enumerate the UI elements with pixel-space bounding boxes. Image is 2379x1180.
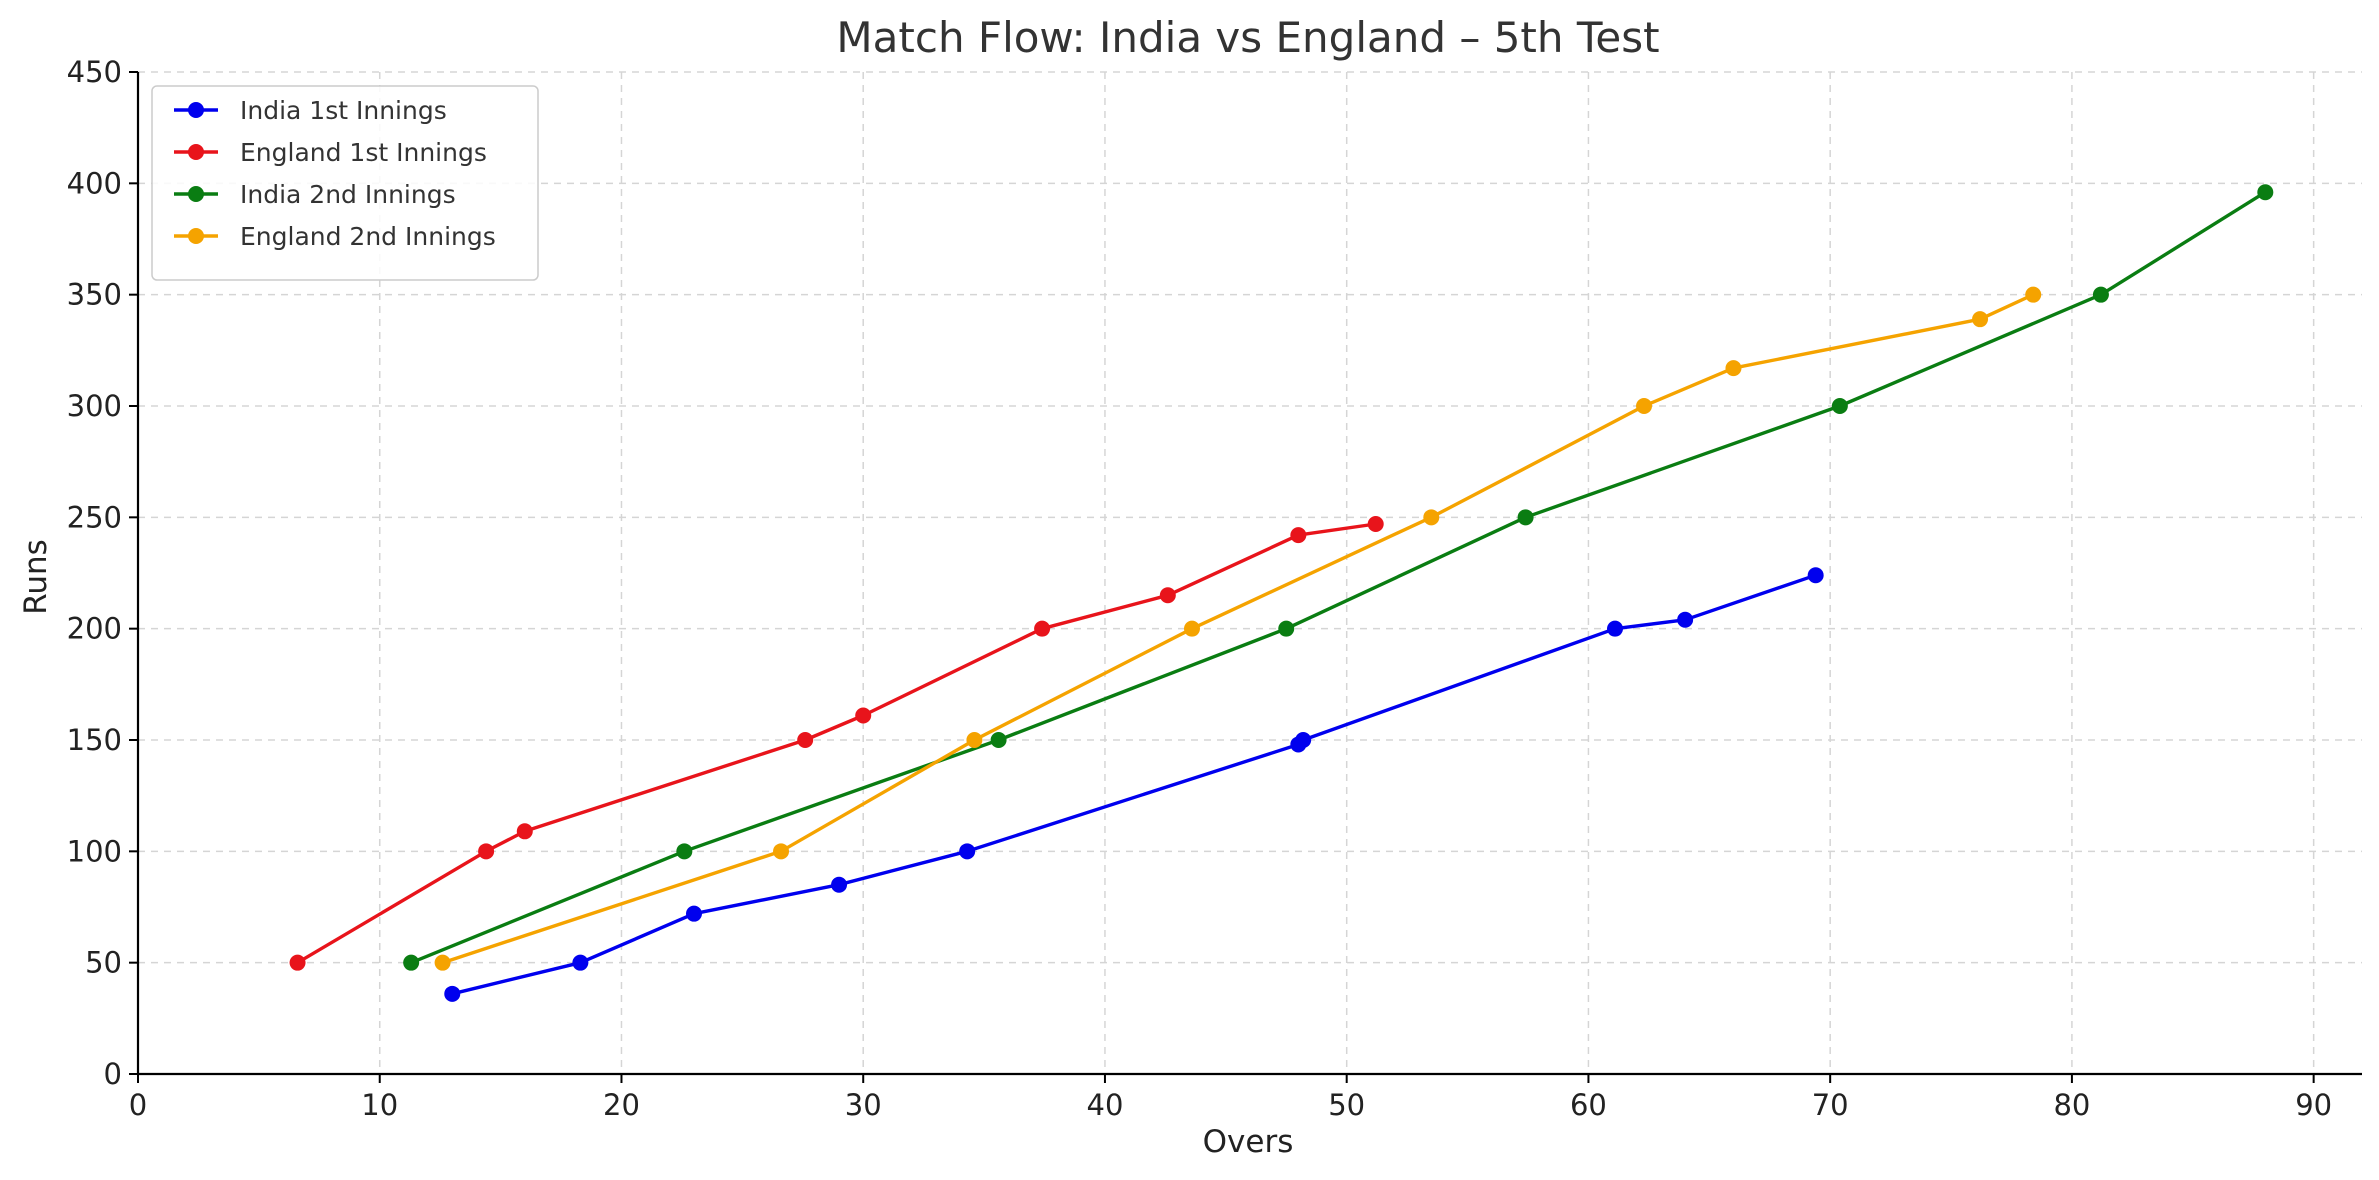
y-tick-label: 450 <box>67 55 122 89</box>
legend-marker <box>188 186 204 202</box>
legend-item: England 1st Innings <box>174 138 487 167</box>
x-tick-label: 70 <box>1812 1088 1849 1122</box>
y-tick-label: 400 <box>67 166 122 200</box>
legend-marker <box>188 228 204 244</box>
data-point <box>1831 398 1848 414</box>
x-tick-label: 10 <box>361 1088 398 1122</box>
data-point <box>1677 611 1694 628</box>
data-point <box>1159 587 1176 604</box>
data-point <box>1290 527 1307 544</box>
legend-item: India 1st Innings <box>174 96 447 125</box>
data-point <box>2257 184 2274 201</box>
data-point <box>1725 360 1742 377</box>
data-point <box>1607 620 1624 637</box>
data-point <box>572 954 589 971</box>
legend-item: England 2nd Innings <box>174 222 496 251</box>
x-tick-label: 20 <box>603 1088 640 1122</box>
grid <box>138 71 2362 1074</box>
data-point <box>831 876 848 893</box>
series-line <box>410 190 2267 965</box>
legend-marker <box>188 144 204 160</box>
y-tick-label: 150 <box>67 723 122 757</box>
axes <box>136 72 2362 1076</box>
x-tick-label: 50 <box>1328 1088 1365 1122</box>
data-point <box>1807 567 1824 584</box>
legend: India 1st Innings England 1st Innings Indi… <box>151 85 539 281</box>
series-2 <box>289 516 1384 971</box>
legend-item: India 2nd Innings <box>174 180 456 209</box>
data-point <box>1034 620 1051 637</box>
series-3 <box>403 184 2274 971</box>
data-point <box>1636 398 1653 414</box>
y-tick-label: 300 <box>67 389 122 423</box>
y-tick-label: 50 <box>85 946 122 980</box>
data-point <box>1367 516 1384 533</box>
data-point <box>1183 620 1200 637</box>
data-point <box>478 843 495 860</box>
data-point <box>1517 509 1534 526</box>
legend-marker <box>188 102 204 118</box>
data-point <box>289 954 306 971</box>
data-point <box>686 905 702 922</box>
y-tick-label: 200 <box>67 612 122 646</box>
data-point <box>516 823 533 840</box>
x-tick-label: 80 <box>2053 1088 2090 1122</box>
legend-label: India 2nd Innings <box>240 180 456 209</box>
data-point <box>2092 286 2109 303</box>
series-layer <box>289 184 2274 1002</box>
legend-label: India 1st Innings <box>240 96 447 125</box>
data-point <box>403 954 420 971</box>
y-tick-label: 250 <box>67 500 122 534</box>
legend-box <box>151 85 539 281</box>
x-axis-label: Overs <box>1203 1124 1294 1160</box>
data-point <box>444 985 461 1002</box>
data-point <box>1423 509 1440 526</box>
data-point <box>1972 311 1989 328</box>
y-tick-label: 0 <box>104 1057 122 1091</box>
y-tick-label: 350 <box>67 278 122 312</box>
data-point <box>797 732 814 748</box>
ticks: 0 10 20 30 40 50 60 70 80 90 0 50 100 150 200 250 300 350… <box>67 55 2332 1122</box>
data-point <box>966 732 983 748</box>
x-tick-label: 0 <box>129 1088 147 1122</box>
series-1 <box>444 567 1824 1002</box>
data-point <box>1278 620 1295 637</box>
x-tick-label: 90 <box>2295 1088 2332 1122</box>
data-point <box>959 843 976 860</box>
chart-title: Match Flow: India vs England – 5th Test <box>836 13 1659 62</box>
x-tick-label: 60 <box>1570 1088 1607 1122</box>
series-line <box>296 522 1376 965</box>
y-tick-label: 100 <box>67 834 122 868</box>
x-tick-label: 40 <box>1087 1088 1124 1122</box>
x-tick-label: 30 <box>845 1088 882 1122</box>
data-point <box>990 732 1007 748</box>
data-point <box>434 954 451 971</box>
legend-label: England 2nd Innings <box>240 222 496 251</box>
data-point <box>2025 286 2042 303</box>
y-axis-label: Runs <box>18 539 54 615</box>
series-line <box>451 573 1817 996</box>
legend-label: England 1st Innings <box>240 138 487 167</box>
series-4 <box>434 286 2042 971</box>
data-point <box>676 843 693 860</box>
data-point <box>773 843 790 860</box>
data-point <box>1295 732 1312 748</box>
data-point <box>855 707 872 724</box>
